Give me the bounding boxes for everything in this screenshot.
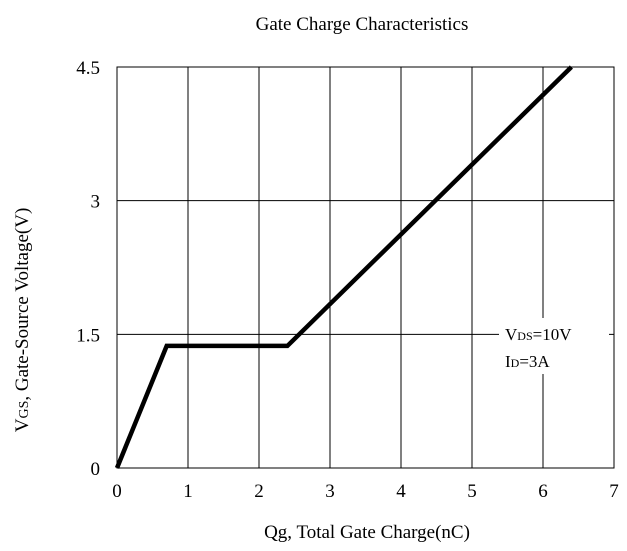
x-axis-label: Qg, Total Gate Charge(nC) bbox=[264, 522, 470, 543]
y-axis-label-sub: GS bbox=[17, 401, 32, 419]
legend-backing bbox=[499, 318, 609, 374]
annotation-sub: DS bbox=[517, 329, 532, 343]
x-tick-label: 0 bbox=[112, 481, 122, 502]
x-tick-label: 1 bbox=[183, 481, 193, 502]
y-axis-label-prefix: V bbox=[12, 418, 33, 432]
y-tick-label: 4.5 bbox=[76, 58, 100, 79]
series-line bbox=[114, 65, 573, 469]
legend-box: VDS=10V ID=3A bbox=[499, 318, 609, 374]
y-axis-label: VGS, Gate-Source Voltage(V) bbox=[12, 208, 33, 433]
y-tick-label: 1.5 bbox=[76, 325, 100, 346]
x-tick-labels: 0 1 2 3 4 5 6 7 bbox=[112, 481, 619, 502]
plot-frame bbox=[116, 66, 615, 469]
x-tick-label: 3 bbox=[325, 481, 335, 502]
legend-annotation: VDS=10V bbox=[505, 325, 572, 344]
x-tick-label: 2 bbox=[254, 481, 264, 502]
legend-annotation: ID=3A bbox=[505, 352, 550, 371]
annotation-rest: =10V bbox=[533, 325, 573, 344]
x-tick-label: 5 bbox=[467, 481, 477, 502]
x-tick-label: 7 bbox=[609, 481, 619, 502]
annotation-sub: D bbox=[511, 356, 520, 370]
y-tick-labels: 0 1.5 3 4.5 bbox=[76, 58, 100, 480]
x-tick-label: 4 bbox=[396, 481, 406, 502]
y-tick-label: 0 bbox=[91, 459, 101, 480]
annotation-rest: =3A bbox=[519, 352, 550, 371]
annotation-prefix: I bbox=[505, 352, 511, 371]
x-tick-label: 6 bbox=[538, 481, 548, 502]
annotation-prefix: V bbox=[505, 325, 518, 344]
y-axis-label-rest: , Gate-Source Voltage(V) bbox=[12, 208, 33, 401]
series-layer bbox=[114, 65, 573, 469]
chart-title: Gate Charge Characteristics bbox=[256, 14, 469, 35]
y-tick-label: 3 bbox=[91, 192, 101, 213]
